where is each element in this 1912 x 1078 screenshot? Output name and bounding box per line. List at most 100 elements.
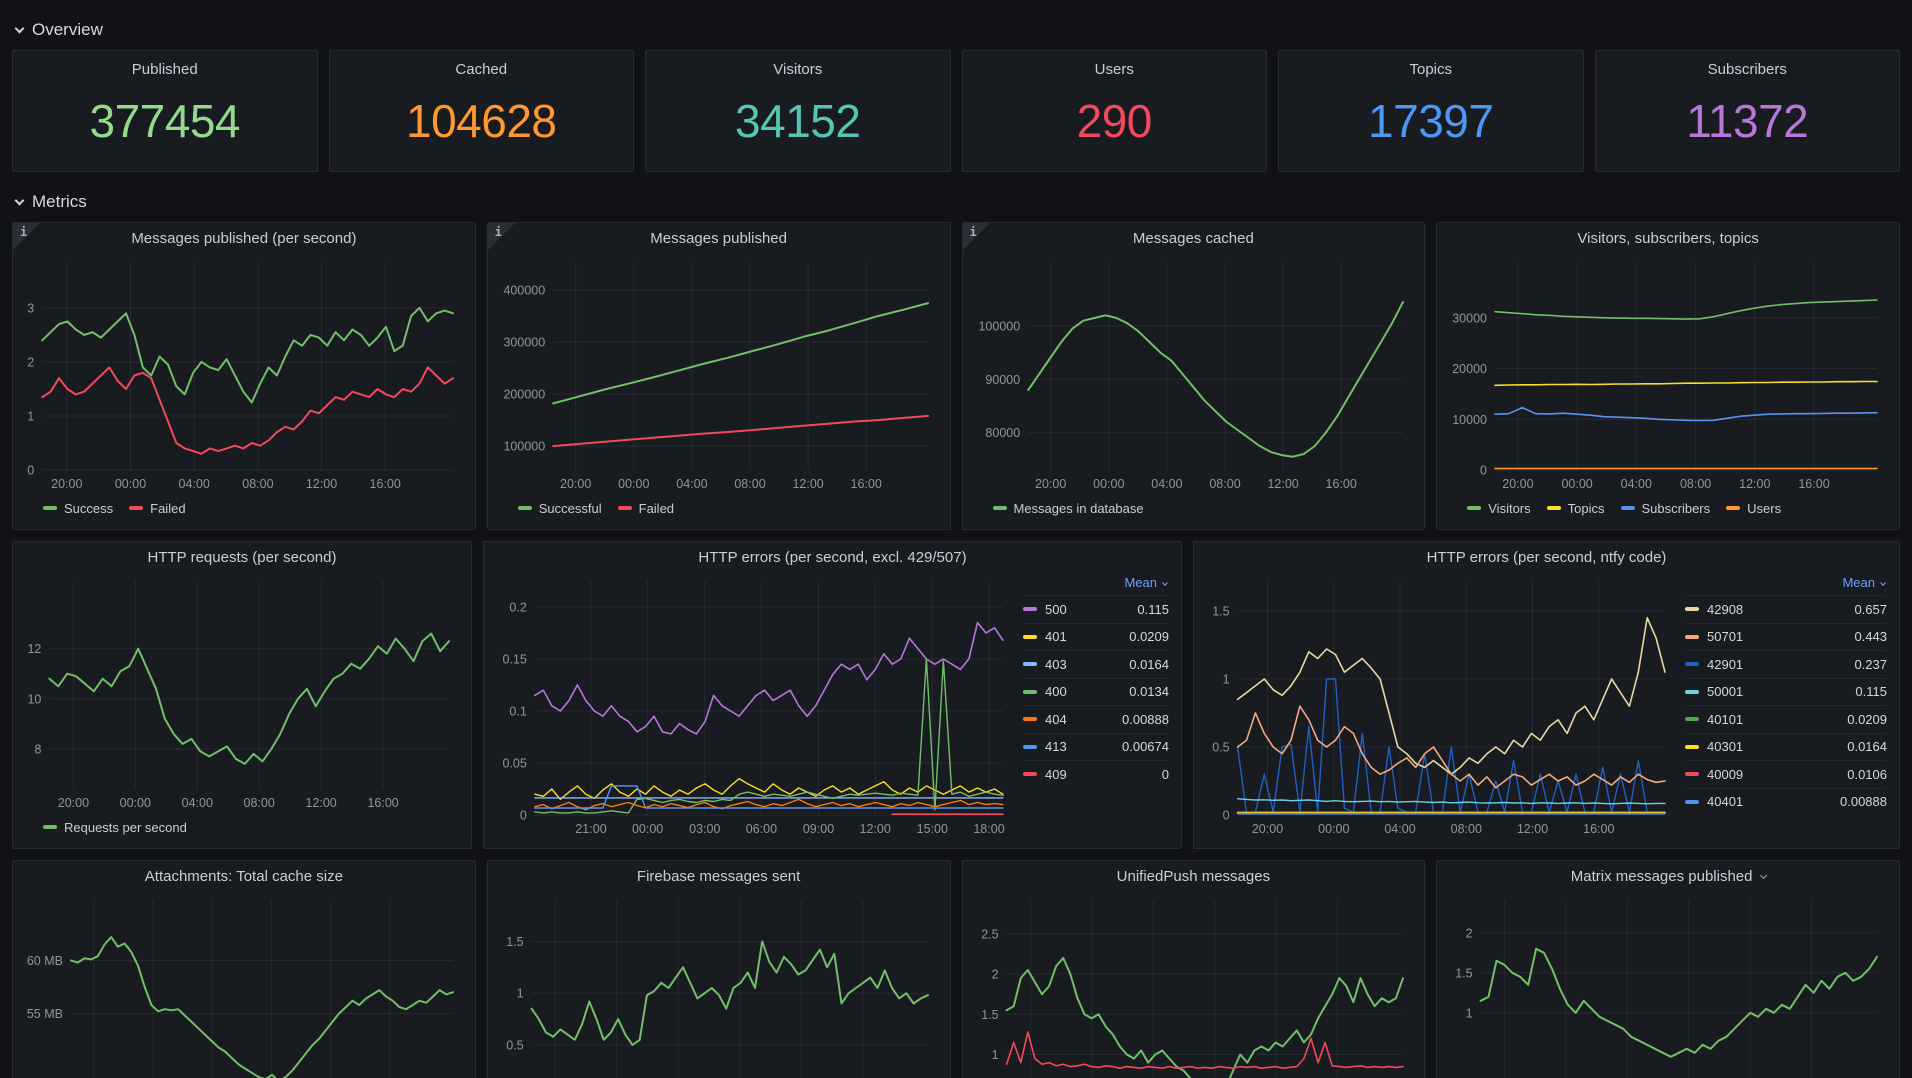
legend-row[interactable]: 404 0.00888 (1023, 705, 1169, 733)
info-icon[interactable]: i (969, 225, 977, 239)
svg-text:20:00: 20:00 (1252, 822, 1283, 836)
legend-row[interactable]: 42908 0.657 (1685, 595, 1887, 623)
legend-row[interactable]: 42901 0.237 (1685, 650, 1887, 678)
legend-row[interactable]: 50001 0.115 (1685, 677, 1887, 706)
section-metrics[interactable]: Metrics (14, 192, 1912, 212)
info-corner (12, 223, 41, 251)
svg-text:04:00: 04:00 (1621, 477, 1652, 491)
series-swatch (992, 506, 1007, 510)
svg-text:100000: 100000 (503, 440, 545, 454)
panel-http-requests: HTTP requests (per second) 8 10 12 20:00 00:… (12, 541, 472, 849)
legend-row[interactable]: 40401 0.00888 (1685, 787, 1887, 816)
svg-text:0.1: 0.1 (509, 705, 526, 719)
panel-title[interactable]: Firebase messages sent (636, 868, 801, 885)
series-swatch (129, 506, 144, 510)
legend-item[interactable]: Users (1726, 501, 1781, 516)
legend-row[interactable]: 40009 0.0106 (1685, 760, 1887, 788)
chart-http-errors-excl[interactable]: 0 0.05 0.1 0.15 0.2 21:00 00:00 03:00 06:00 09:00… (492, 571, 1017, 841)
panel-title[interactable]: Messages published (650, 230, 787, 247)
svg-text:12:00: 12:00 (305, 796, 336, 810)
legend-item[interactable]: Topics (1546, 501, 1605, 516)
panel-title[interactable]: HTTP errors (per second, ntfy code) (1426, 549, 1667, 566)
series-swatch (1726, 506, 1741, 510)
svg-text:1.5: 1.5 (506, 935, 523, 949)
panel-messages-cached: i Messages cached 80000 90000 100000 20:00 0… (961, 222, 1426, 530)
svg-text:00:00: 00:00 (618, 477, 649, 491)
legend-item[interactable]: Requests per second (43, 820, 187, 835)
chart-messages-cached[interactable]: 80000 90000 100000 20:00 00:00 04:00 08:00 12:0… (971, 252, 1417, 496)
svg-text:16:00: 16:00 (1325, 477, 1356, 491)
series-swatch (617, 506, 632, 510)
panel-title[interactable]: Messages cached (1132, 230, 1254, 247)
stat-value: 11372 (1686, 94, 1809, 147)
panel-title[interactable]: Matrix messages published (1445, 866, 1891, 890)
chevron-down-icon (14, 195, 25, 206)
legend-mean-header[interactable]: Mean (1685, 573, 1887, 595)
stat-value: 104628 (406, 94, 557, 147)
info-icon[interactable]: i (494, 225, 502, 239)
panel-firebase-messages: Firebase messages sent 0.511.520:0000:00… (486, 860, 951, 1078)
svg-text:300000: 300000 (503, 336, 545, 350)
svg-text:12:00: 12:00 (1739, 477, 1770, 491)
svg-text:1: 1 (27, 410, 34, 424)
info-corner (487, 223, 516, 251)
section-overview[interactable]: Overview (14, 20, 1912, 40)
chart-http-requests[interactable]: 8 10 12 20:00 00:00 04:00 08:00 12:00 16:00 (21, 571, 463, 815)
svg-text:00:00: 00:00 (120, 796, 151, 810)
legend-row[interactable]: 403 0.0164 (1023, 650, 1169, 678)
svg-text:08:00: 08:00 (1209, 477, 1240, 491)
metrics-row-3: Attachments: Total cache size 55 MB 60 MB… (0, 860, 1912, 1078)
panel-messages-published-rate: i Messages published (per second) 0 1 2 3 20… (12, 222, 476, 530)
panel-title[interactable]: Attachments: Total cache size (144, 868, 343, 885)
legend-item[interactable]: Visitors (1467, 501, 1531, 516)
panel-title[interactable]: Messages published (per second) (131, 230, 357, 247)
chart-http-errors-ntfy[interactable]: 0 0.5 1 1.5 20:00 00:00 04:00 08:00 12:00 16:00 (1202, 571, 1679, 841)
stat-title: Visitors (773, 61, 823, 78)
info-icon[interactable]: i (20, 225, 28, 239)
legend-row[interactable]: 400 0.0134 (1023, 677, 1169, 706)
series-swatch (1685, 634, 1699, 639)
svg-text:0.5: 0.5 (506, 1038, 523, 1052)
stat-title: Users (1094, 61, 1134, 78)
chart-messages-published[interactable]: 100000 200000 300000 400000 20:00 00:00 04:00 0… (496, 252, 942, 496)
legend-item[interactable]: Failed (617, 501, 674, 516)
legend-mean-header[interactable]: Mean (1023, 573, 1169, 595)
series-swatch (1023, 607, 1037, 612)
legend-item[interactable]: Subscribers (1620, 501, 1710, 516)
chevron-down-icon[interactable] (1759, 871, 1767, 880)
legend-row[interactable]: 50701 0.443 (1685, 622, 1887, 651)
svg-text:12:00: 12:00 (792, 477, 823, 491)
series-swatch (43, 825, 57, 829)
panel-http-errors-ntfy: HTTP errors (per second, ntfy code) 0 0.5… (1193, 541, 1900, 849)
panel-title[interactable]: HTTP requests (per second) (147, 549, 337, 566)
legend-row[interactable]: 40301 0.0164 (1685, 732, 1887, 761)
legend-row[interactable]: 413 0.00674 (1023, 732, 1169, 761)
svg-text:2: 2 (27, 355, 34, 369)
panel-http-errors-excl: HTTP errors (per second, excl. 429/507) … (483, 541, 1182, 849)
series-swatch (43, 506, 57, 510)
metrics-row-2: HTTP requests (per second) 8 10 12 20:00 00:… (0, 541, 1912, 849)
svg-text:8: 8 (34, 742, 41, 756)
stat-topics: Topics 17397 (1278, 50, 1584, 172)
series-swatch (1023, 772, 1037, 777)
legend-row[interactable]: 401 0.0209 (1023, 622, 1169, 651)
legend-item[interactable]: Successful (517, 501, 602, 516)
svg-text:04:00: 04:00 (182, 796, 213, 810)
legend-item[interactable]: Messages in database (992, 501, 1144, 516)
legend-item[interactable]: Failed (129, 501, 186, 516)
legend-row[interactable]: 409 0 (1023, 760, 1169, 788)
svg-text:12: 12 (27, 642, 41, 656)
series-swatch (1023, 717, 1037, 722)
panel-title[interactable]: Visitors, subscribers, topics (1577, 230, 1759, 247)
chart-messages-published-rate[interactable]: 0 1 2 3 20:00 00:00 04:00 08:00 12:00 16:00 (21, 252, 467, 496)
legend-item[interactable]: Success (43, 501, 113, 516)
panel-title[interactable]: UnifiedPush messages (1116, 868, 1271, 885)
chart-visitors-subscribers-topics[interactable]: 0 10000 20000 30000 20:00 00:00 04:00 08:00 12:0… (1445, 252, 1891, 496)
legend-row[interactable]: 500 0.115 (1023, 595, 1169, 623)
legend-row[interactable]: 40101 0.0209 (1685, 705, 1887, 733)
panel-title[interactable]: HTTP errors (per second, excl. 429/507) (698, 549, 967, 566)
